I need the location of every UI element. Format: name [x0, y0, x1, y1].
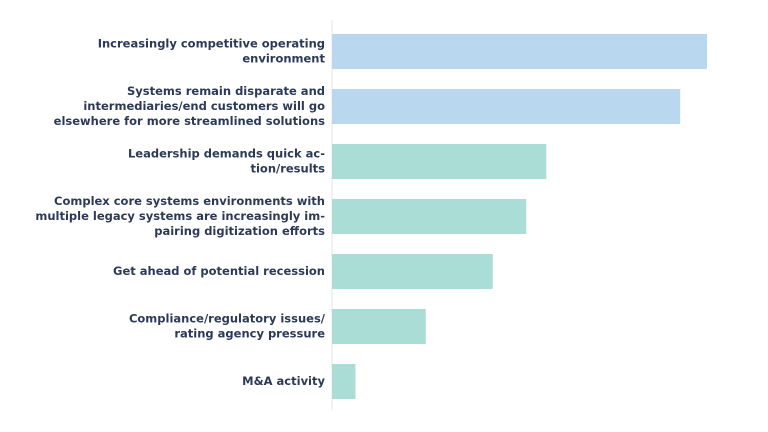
category-label: Get ahead of potential recession [113, 264, 325, 278]
bar [332, 364, 356, 399]
bar [332, 254, 493, 289]
category-label: environment [242, 52, 325, 66]
category-label: Systems remain disparate and [127, 84, 325, 98]
category-label: Increasingly competitive operating [98, 37, 325, 51]
category-label: tion/results [250, 162, 325, 176]
category-label: Compliance/regulatory issues/ [129, 312, 326, 326]
category-label: rating agency pressure [174, 327, 325, 341]
category-label: Leadership demands quick ac- [128, 147, 325, 161]
category-label: Complex core systems environments with [54, 194, 325, 208]
bar [332, 199, 527, 234]
category-label: intermediaries/end customers will go [83, 99, 325, 113]
bar [332, 309, 426, 344]
bar [332, 34, 707, 69]
bar [332, 89, 681, 124]
category-label: pairing digitization efforts [154, 224, 325, 238]
category-label: M&A activity [242, 374, 325, 388]
category-label: elsewhere for more streamlined solutions [54, 114, 325, 128]
bar [332, 144, 547, 179]
category-label: multiple legacy systems are increasingly… [35, 209, 325, 223]
